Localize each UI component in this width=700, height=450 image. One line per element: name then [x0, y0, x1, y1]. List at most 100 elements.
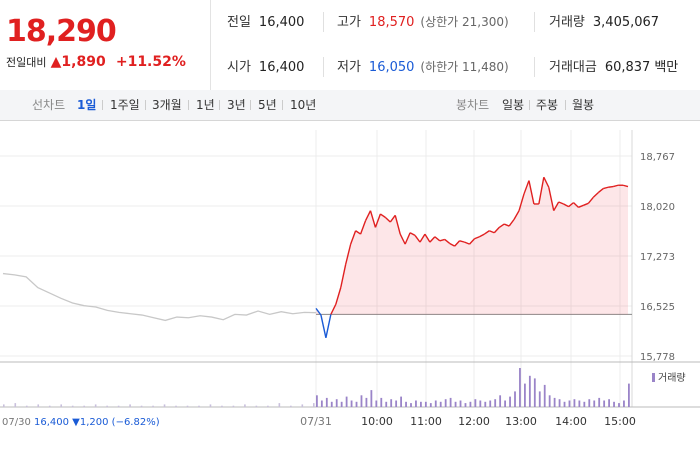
stat-unit: 백만: [654, 60, 679, 75]
today-segment: [508, 218, 515, 227]
y-tick-label: 18,767: [640, 152, 675, 163]
volume-bar: [528, 375, 531, 407]
today-segment: [325, 314, 332, 338]
volume-bar: [350, 400, 353, 407]
volume-bar: [255, 405, 258, 407]
y-tick-label: 18,020: [640, 202, 675, 213]
volume-bar: [464, 403, 467, 407]
today-segment: [434, 236, 441, 242]
today-segment: [374, 213, 382, 228]
volume-bar: [375, 400, 378, 407]
today-segment: [389, 214, 396, 223]
volume-bar: [278, 403, 281, 407]
volume-bar: [221, 405, 223, 407]
tab-candle-daily[interactable]: 일봉: [502, 98, 525, 112]
stat-label: 저가: [337, 60, 361, 75]
volume-bar: [568, 400, 571, 407]
tab-period-1y[interactable]: 1년: [196, 98, 215, 112]
stat-label: 거래량: [549, 15, 585, 30]
current-price: 18,290: [6, 14, 117, 49]
volume-bar: [588, 399, 591, 407]
up-arrow-icon: ▲: [50, 54, 62, 70]
volume-bar: [37, 404, 40, 407]
stat-value: 16,400: [258, 60, 305, 75]
volume-bar: [434, 400, 437, 407]
stat-volume: 거래량 3,405,067: [549, 0, 659, 45]
tab-candle-weekly[interactable]: 주봉: [536, 98, 559, 112]
volume-bar: [504, 400, 506, 407]
today-segment: [369, 210, 377, 228]
volume-bar: [117, 405, 120, 407]
intraday-chart[interactable]: 18,767 18,020 17,273 16,525 15,778 거래량 07/30 16…: [0, 120, 700, 450]
today-segment: [583, 202, 589, 206]
today-segment: [573, 202, 579, 208]
today-segment: [345, 243, 352, 265]
stat-value: 16,050: [368, 60, 415, 75]
today-segment: [379, 213, 386, 218]
divider: [534, 12, 535, 32]
volume-bar: [484, 401, 487, 407]
tab-candle-monthly[interactable]: 월봉: [572, 98, 595, 112]
volume-bar: [533, 378, 536, 407]
today-segment: [528, 180, 535, 205]
today-segment: [548, 187, 555, 211]
volume-bar: [410, 403, 412, 407]
change-label: 전일대비: [6, 56, 47, 69]
today-segment: [523, 180, 530, 195]
tab-period-1w[interactable]: 1주일: [110, 98, 140, 112]
volume-bar: [578, 400, 581, 407]
volume-bar: [186, 405, 189, 407]
x-tick-label: 10:00: [361, 415, 393, 428]
volume-bar: [60, 404, 63, 407]
tab-period-10y[interactable]: 10년: [290, 98, 317, 112]
today-segment: [419, 233, 426, 243]
stat-low: 저가 16,050 (하한가 11,480): [337, 45, 509, 90]
tab-period-1d[interactable]: 1일: [77, 98, 97, 112]
volume-bar: [175, 405, 177, 407]
volume-bar: [598, 397, 601, 407]
today-segment: [558, 201, 564, 205]
volume-bar: [420, 401, 422, 407]
today-segment: [474, 236, 480, 240]
tab-period-3m[interactable]: 3개월: [152, 98, 182, 112]
today-segment: [479, 233, 485, 238]
lower-limit: (하한가 11,480): [420, 60, 509, 74]
volume-bar: [405, 401, 407, 407]
volume-bar: [444, 399, 447, 407]
volume-bar: [489, 400, 492, 407]
divider: [323, 12, 324, 32]
volume-bar: [301, 404, 304, 407]
volume-legend-swatch: [652, 373, 655, 382]
today-segment: [592, 192, 599, 198]
tab-period-5y[interactable]: 5년: [258, 98, 277, 112]
axis-labels: 18,767 18,020 17,273 16,525 15,778 거래량 07/30 16…: [2, 152, 686, 428]
today-segment: [384, 216, 391, 223]
today-segment: [414, 235, 421, 243]
volume-bar: [290, 405, 292, 407]
today-segment: [364, 210, 372, 222]
today-segment: [350, 230, 357, 245]
volume-bar: [360, 395, 363, 407]
volume-bar: [439, 401, 442, 407]
volume-bar: [71, 405, 74, 407]
x-tick-label: 11:00: [410, 415, 442, 428]
today-segment: [439, 238, 445, 242]
volume-bar: [320, 400, 323, 407]
x-tick-label: 07/31: [300, 415, 332, 428]
volume-bar: [558, 399, 561, 407]
prev-day-date: 07/30: [2, 417, 31, 428]
volume-bar: [469, 401, 472, 407]
today-segment: [518, 193, 525, 211]
divider: [534, 57, 535, 77]
volume-bar: [524, 383, 526, 407]
volume-bar: [163, 404, 166, 407]
divider: [145, 100, 146, 110]
divider: [565, 100, 566, 110]
tab-period-3y[interactable]: 3년: [227, 98, 246, 112]
x-tick-label: 15:00: [604, 415, 636, 428]
today-segment: [493, 226, 500, 234]
volume-bar: [628, 383, 630, 407]
today-segment: [597, 188, 604, 194]
today-segment: [330, 304, 337, 315]
stat-prev-close: 전일 16,400: [227, 0, 304, 45]
